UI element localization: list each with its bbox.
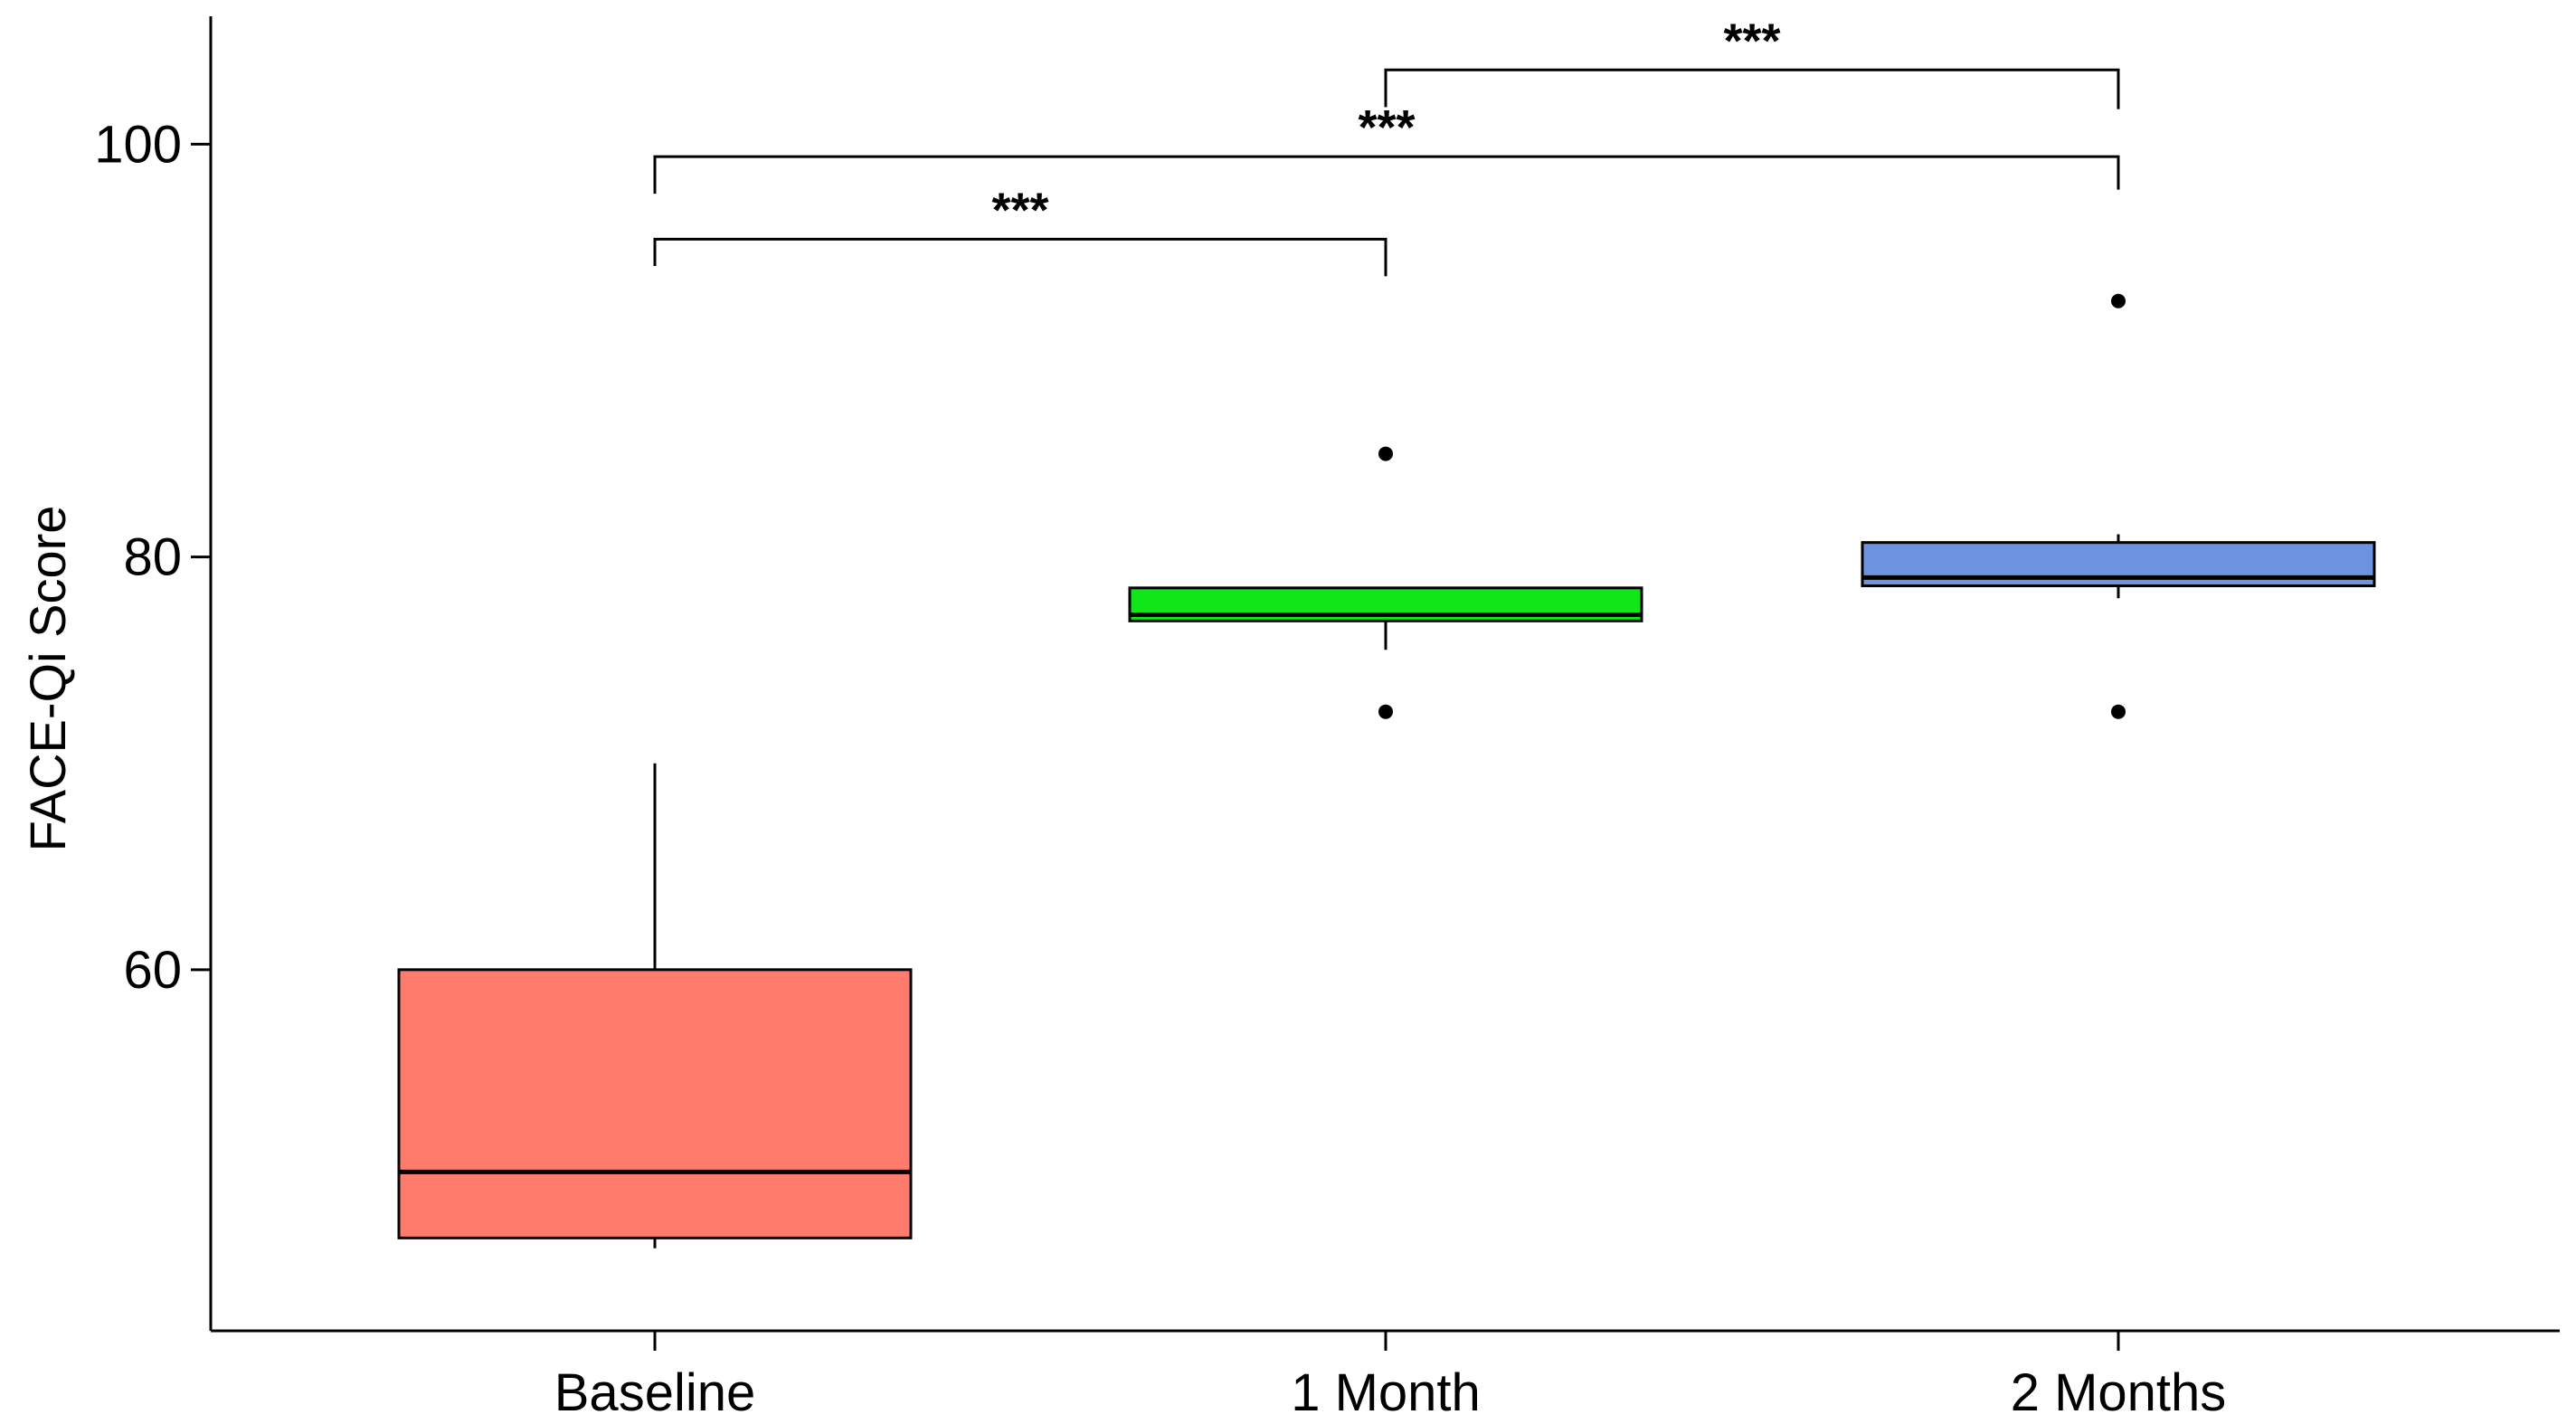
significance-bracket xyxy=(1384,68,2120,109)
y-axis-title: FACE-Qi Score xyxy=(19,506,76,852)
significance-bracket xyxy=(653,155,2120,195)
1-month-outlier-point xyxy=(1378,704,1393,719)
y-tick-label: 100 xyxy=(94,115,182,174)
significance-label: *** xyxy=(1723,14,1780,68)
y-tick-label: 60 xyxy=(123,941,182,1000)
plot-area: *** *** *** xyxy=(397,14,2376,1248)
1-month-outlier-point xyxy=(1378,446,1393,461)
y-tick-label: 80 xyxy=(123,528,182,587)
significance-label: *** xyxy=(1358,100,1415,155)
baseline-box xyxy=(397,968,913,1239)
2-months-outlier-point xyxy=(2111,704,2126,719)
2-months-outlier-point xyxy=(2111,293,2126,309)
significance-label: *** xyxy=(991,183,1048,237)
x-tick-label: 1 Month xyxy=(1291,1363,1481,1422)
significance-bracket xyxy=(653,237,1387,277)
x-tick-label: Baseline xyxy=(554,1363,755,1422)
x-tick-label: 2 Months xyxy=(2011,1363,2227,1422)
